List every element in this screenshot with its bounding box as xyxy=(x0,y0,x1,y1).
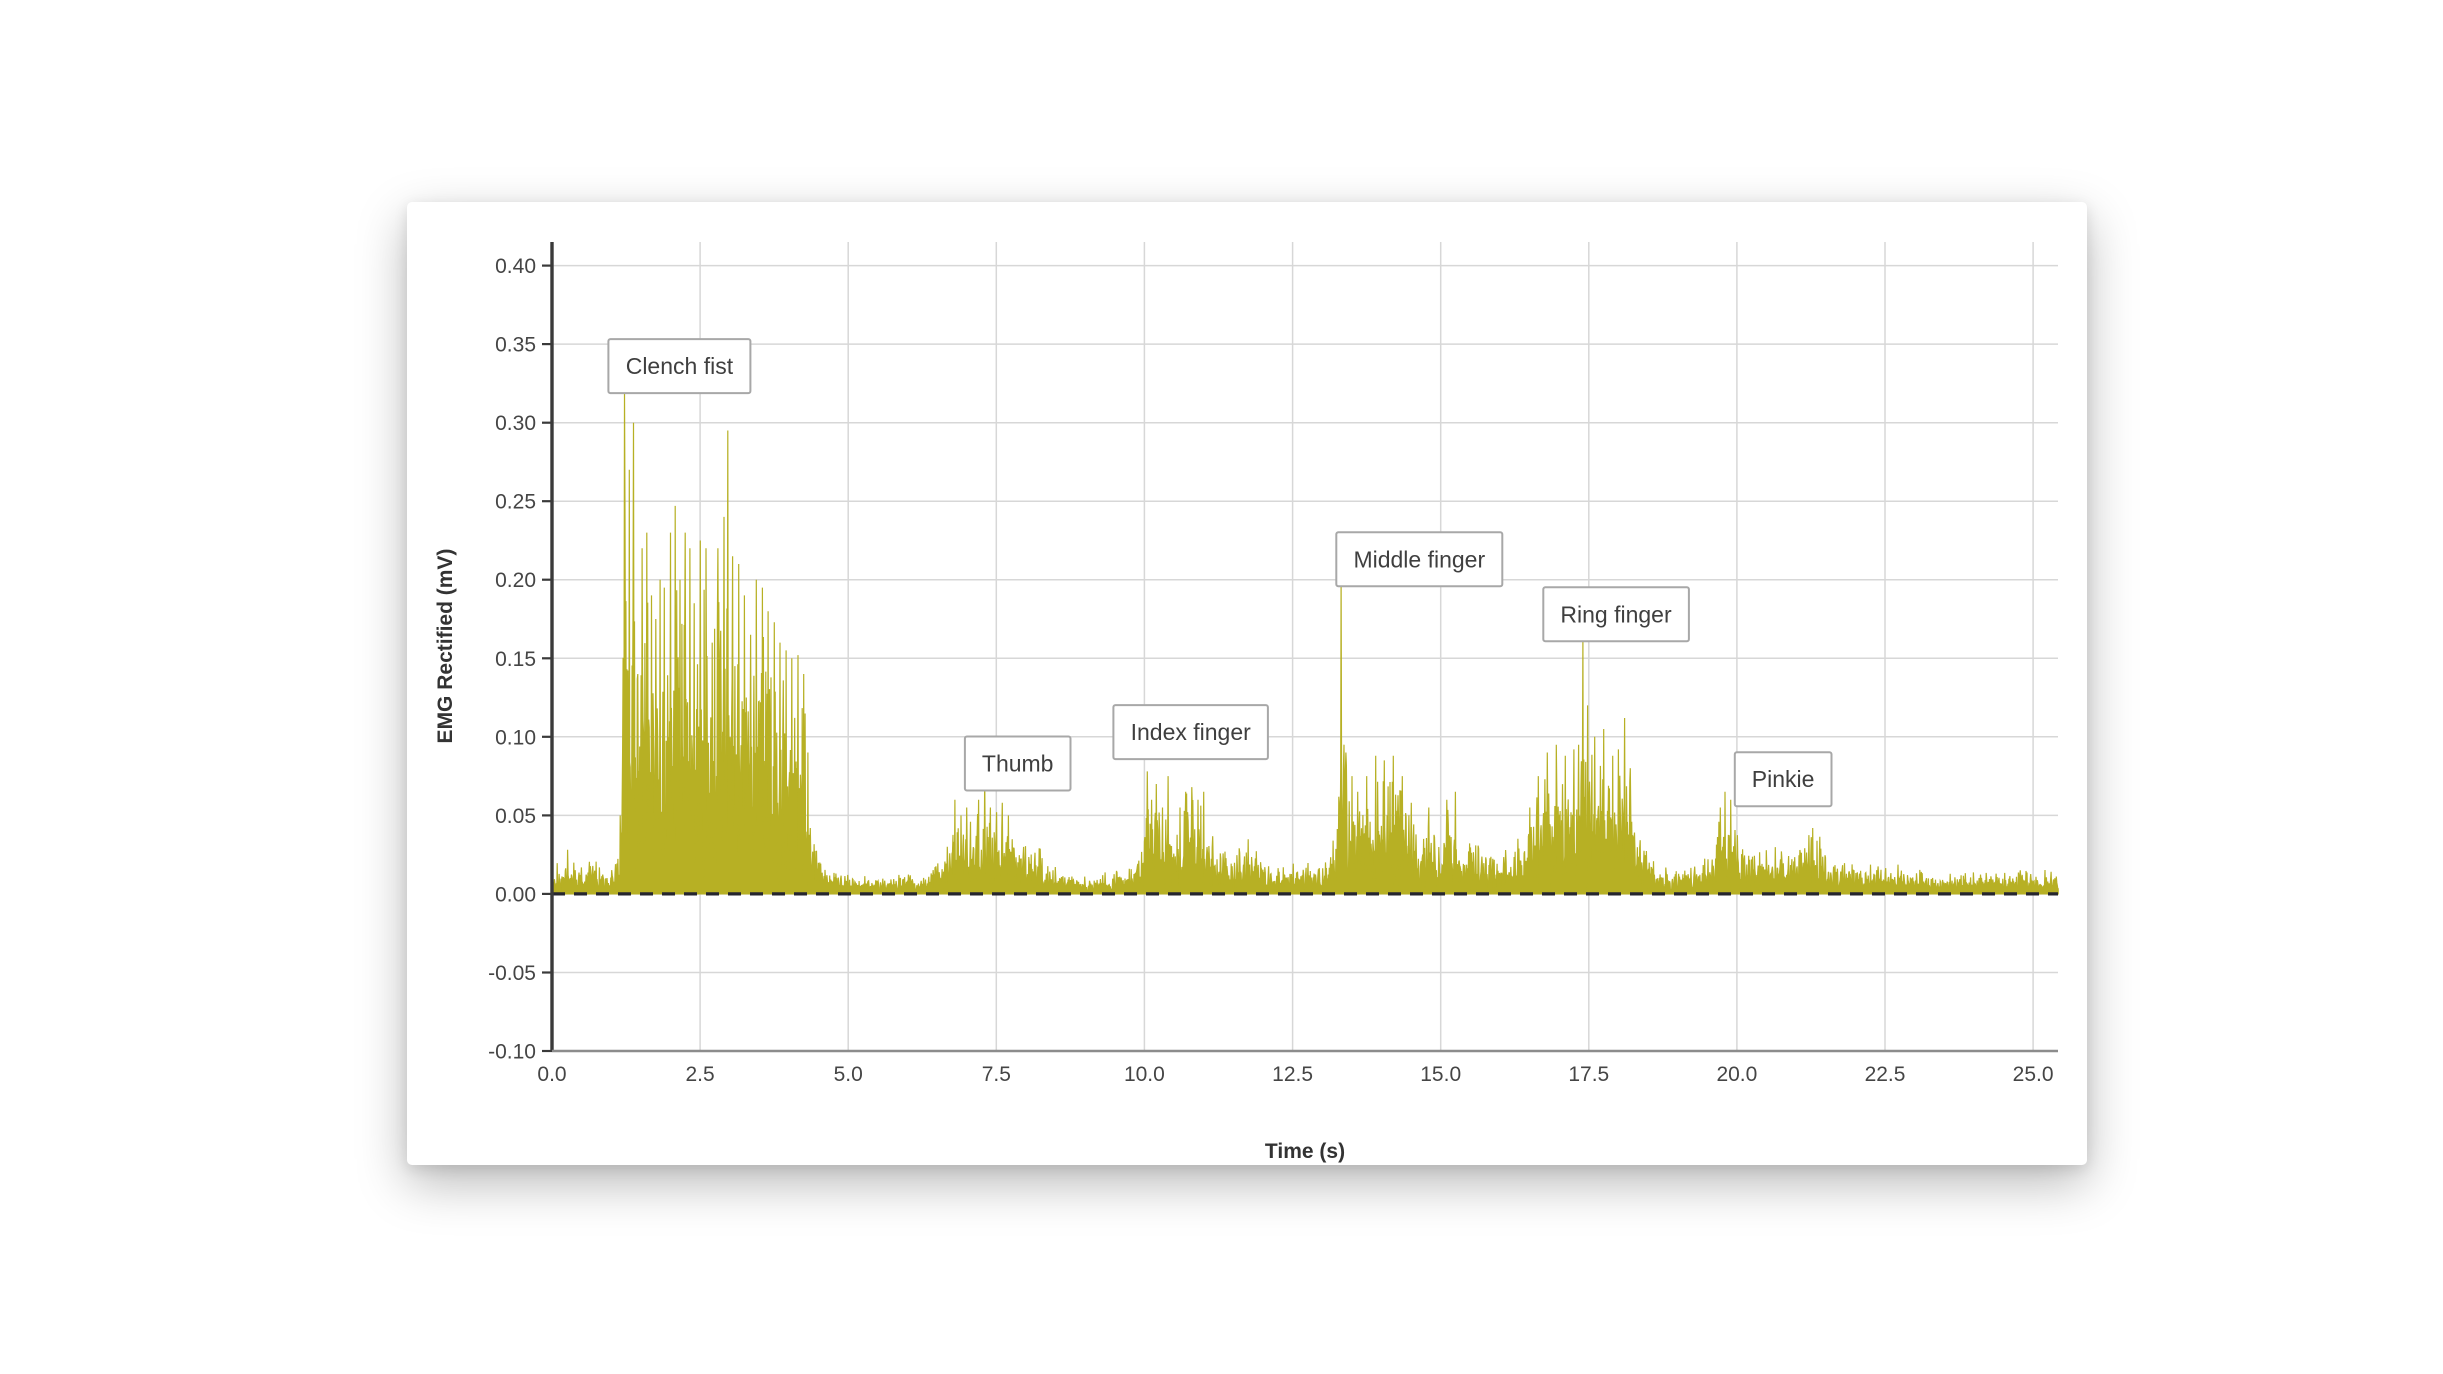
trace-layer xyxy=(551,391,2059,896)
annotation-box-thumb xyxy=(963,735,1072,792)
annotation-label-clench-fist: Clench fist xyxy=(626,353,734,379)
y-axis-title: EMG Rectified (mV) xyxy=(434,549,457,744)
x-tick-label: 17.5 xyxy=(1568,1063,1609,1086)
x-tick-label: 0.0 xyxy=(537,1063,566,1086)
y-tick-label: -0.10 xyxy=(488,1041,536,1064)
annotation-box-pinkie xyxy=(1733,751,1833,808)
x-tick-label: 22.5 xyxy=(1865,1063,1906,1086)
annotation-box-clench-fist xyxy=(607,338,752,395)
x-tick-label: 2.5 xyxy=(685,1063,714,1086)
grid-layer xyxy=(552,242,2058,1052)
x-tick-label: 25.0 xyxy=(2013,1063,2054,1086)
annotation-clench-fist: Clench fist xyxy=(607,338,752,395)
y-tick-label: 0.00 xyxy=(495,883,536,906)
annotation-label-pinkie: Pinkie xyxy=(1752,766,1815,792)
tick-label-layer: -0.10 -0.05 0.00 0.05 0.10 0.15 0.20 0.25 0.30 0.… xyxy=(488,255,2053,1086)
annotation-box-ring-finger xyxy=(1542,586,1690,643)
annotation-label-middle-finger: Middle finger xyxy=(1353,546,1485,572)
annotation-box-index-finger xyxy=(1112,704,1269,761)
y-tick-label: 0.25 xyxy=(495,491,536,514)
y-tick-label: 0.05 xyxy=(495,805,536,828)
y-tick-label: 0.30 xyxy=(495,412,536,435)
x-tick-label: 10.0 xyxy=(1124,1063,1165,1086)
y-tick-label: 0.40 xyxy=(495,255,536,278)
axes-layer xyxy=(542,242,2058,1053)
annotation-pinkie: Pinkie xyxy=(1733,751,1833,808)
annotation-label-index-finger: Index finger xyxy=(1131,719,1252,745)
chart-card: -0.10 -0.05 0.00 0.05 0.10 0.15 0.20 0.25 0.30 0.… xyxy=(407,202,2087,1165)
annotation-middle-finger: Middle finger xyxy=(1335,531,1504,588)
emg-chart: -0.10 -0.05 0.00 0.05 0.10 0.15 0.20 0.25 0.30 0.… xyxy=(434,242,2059,1163)
annotation-label-thumb: Thumb xyxy=(982,751,1054,777)
x-tick-label: 15.0 xyxy=(1420,1063,1461,1086)
x-tick-label: 5.0 xyxy=(834,1063,863,1086)
y-tick-label: 0.10 xyxy=(495,726,536,749)
y-tick-label: 0.20 xyxy=(495,569,536,592)
emg-trace xyxy=(551,391,2059,895)
x-tick-label: 20.0 xyxy=(1716,1063,1757,1086)
annotation-label-ring-finger: Ring finger xyxy=(1560,601,1672,627)
annotation-index-finger: Index finger xyxy=(1112,704,1269,761)
y-tick-label: 0.15 xyxy=(495,648,536,671)
annotation-ring-finger: Ring finger xyxy=(1542,586,1690,643)
annotation-layer: Clench fist Thumb Index finger Middle finge… xyxy=(607,338,1833,808)
y-tick-label: -0.05 xyxy=(488,962,536,985)
x-tick-label: 12.5 xyxy=(1272,1063,1313,1086)
annotation-box-middle-finger xyxy=(1335,531,1504,588)
y-tick-label: 0.35 xyxy=(495,334,536,357)
annotation-thumb: Thumb xyxy=(963,735,1072,792)
x-tick-label: 7.5 xyxy=(982,1063,1011,1086)
x-axis-title: Time (s) xyxy=(1265,1140,1345,1163)
